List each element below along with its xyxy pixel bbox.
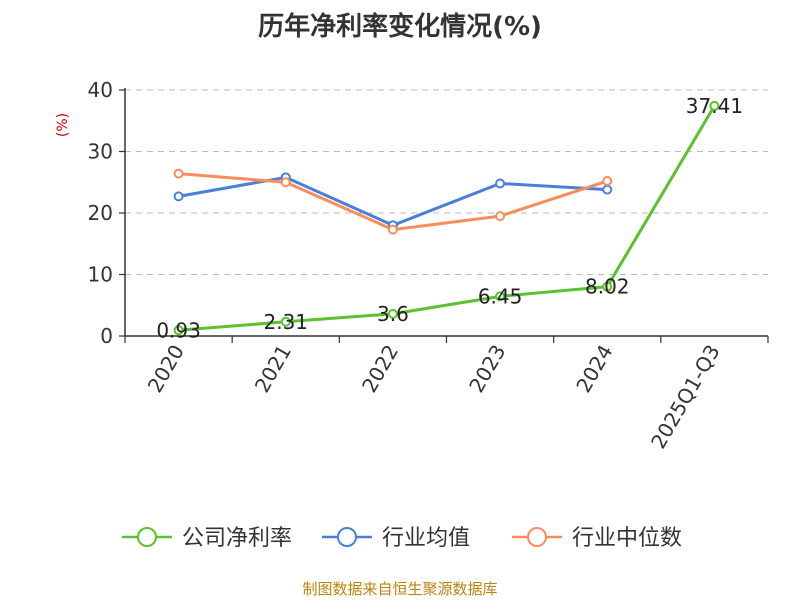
series-line <box>178 105 716 332</box>
legend[interactable]: 公司净利率 行业均值 行业中位数 <box>122 526 682 551</box>
grid-lines <box>125 89 768 275</box>
data-point <box>495 291 506 302</box>
legend-marker <box>337 527 357 547</box>
legend-item[interactable]: 行业均值 <box>322 526 470 551</box>
data-point <box>173 168 184 179</box>
data-label: 8.02 <box>585 275 630 299</box>
y-tick-label: 0 <box>100 324 113 348</box>
data-source-note: 制图数据来自恒生聚源数据库 <box>302 580 498 598</box>
x-tick-label: 2024 <box>571 341 617 397</box>
data-point <box>495 211 506 222</box>
data-point <box>387 308 398 319</box>
axes: 0 10 20 30 40 (%) 2020 2021 2022 2023 2024 2025Q1-Q… <box>55 78 769 453</box>
x-tick-label: 2022 <box>357 341 403 397</box>
data-point <box>709 100 720 111</box>
legend-item[interactable]: 行业中位数 <box>512 526 682 551</box>
y-tick-label: 40 <box>88 78 113 102</box>
data-point <box>173 325 184 336</box>
data-point <box>387 224 398 235</box>
data-label: 2.31 <box>263 310 308 334</box>
data-label: 6.45 <box>478 284 523 308</box>
data-point <box>173 191 184 202</box>
data-point <box>495 178 506 189</box>
legend-label: 公司净利率 <box>182 526 292 551</box>
legend-marker <box>137 527 157 547</box>
series-group <box>173 100 720 336</box>
legend-item[interactable]: 公司净利率 <box>122 526 292 551</box>
x-tick-label: 2025Q1-Q3 <box>646 341 725 453</box>
chart-title: 历年净利率变化情况(%) <box>258 12 542 42</box>
legend-label: 行业均值 <box>382 526 470 551</box>
data-label: 37.41 <box>686 94 743 118</box>
data-point <box>602 281 613 292</box>
data-label: 0.93 <box>156 318 201 342</box>
legend-marker <box>527 527 547 547</box>
x-tick-label: 2023 <box>464 341 510 397</box>
data-point <box>280 177 291 188</box>
y-tick-label: 20 <box>88 201 113 225</box>
x-tick-label: 2020 <box>143 341 189 397</box>
x-tick-label: 2021 <box>250 341 296 397</box>
y-tick-label: 10 <box>88 263 113 287</box>
data-point <box>602 176 613 187</box>
y-axis-label: (%) <box>55 113 71 137</box>
data-point <box>602 184 613 195</box>
legend-label: 行业中位数 <box>572 526 682 551</box>
data-point <box>280 316 291 327</box>
data-label: 3.6 <box>377 302 409 326</box>
y-tick-label: 30 <box>88 140 113 164</box>
data-labels: 0.93 2.31 3.6 6.45 8.02 37.41 <box>156 94 743 342</box>
